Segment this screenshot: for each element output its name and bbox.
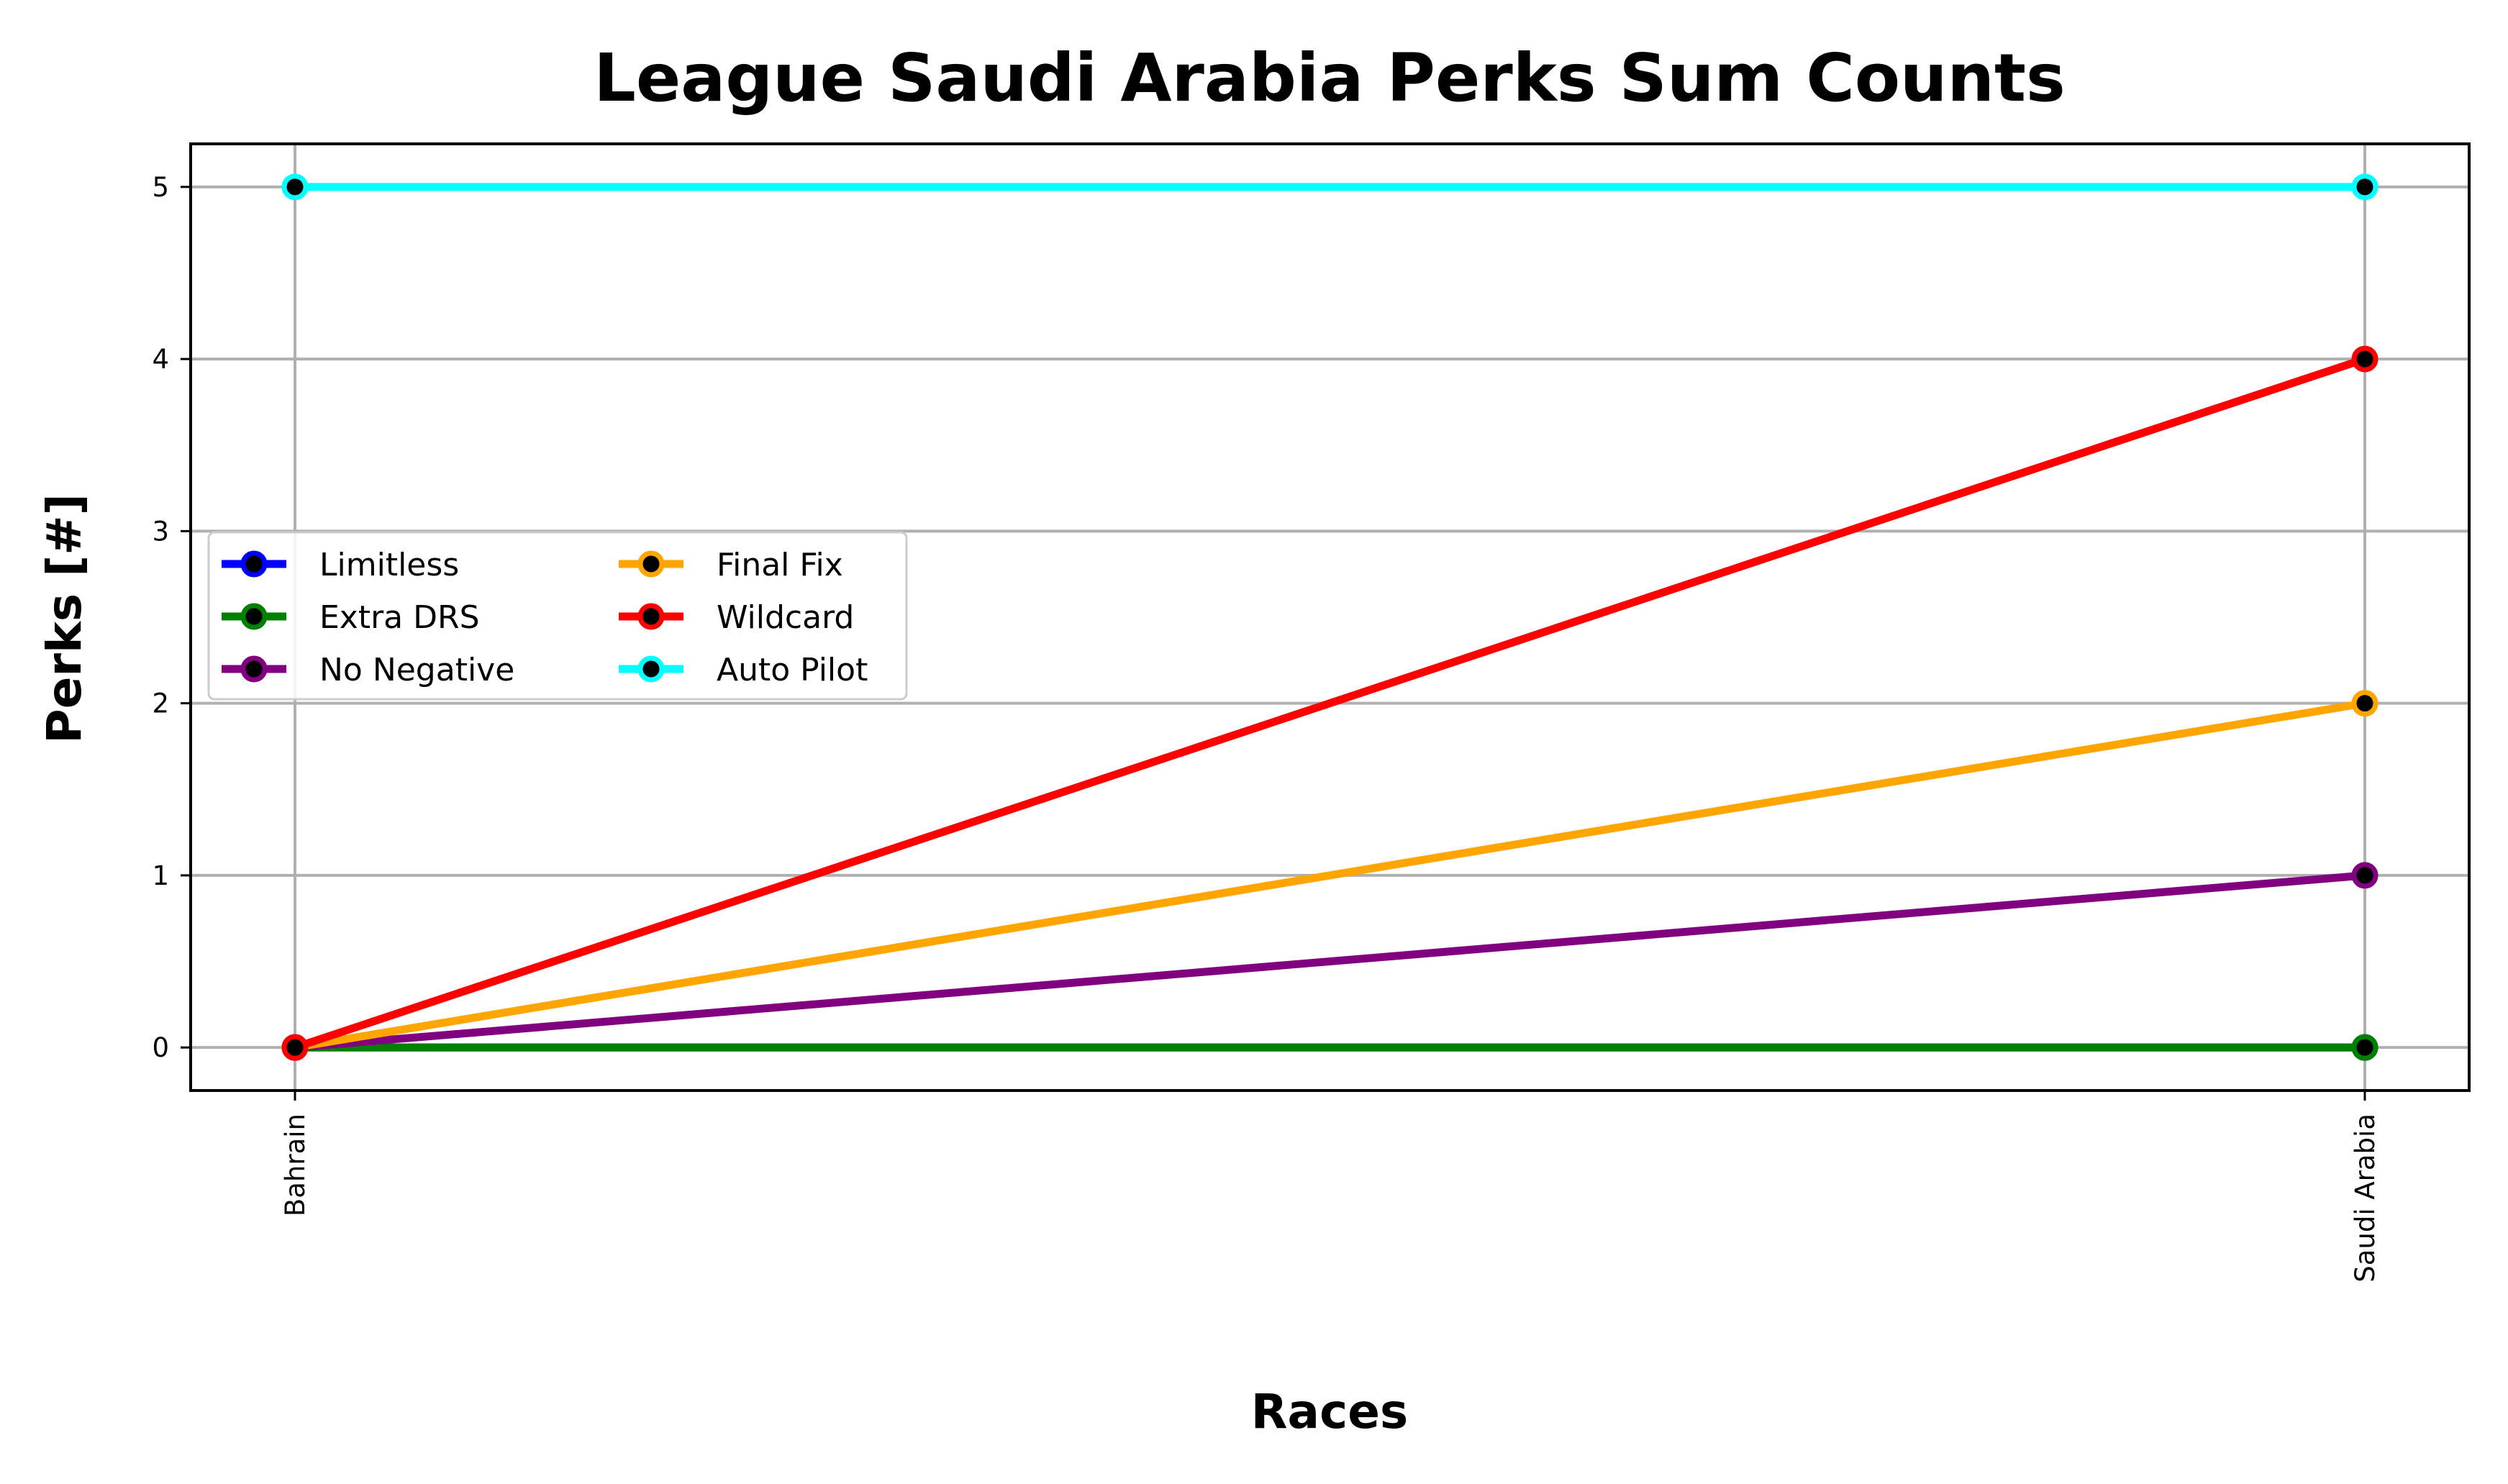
legend-label: Extra DRS xyxy=(319,599,480,636)
legend-item: Wildcard xyxy=(619,599,854,636)
legend-item: No Negative xyxy=(222,652,514,688)
data-point xyxy=(281,1034,309,1061)
data-point xyxy=(2351,345,2378,373)
data-point xyxy=(2351,173,2378,201)
legend-item: Final Fix xyxy=(619,547,843,583)
series-line xyxy=(294,699,2366,1052)
data-point xyxy=(2351,862,2378,889)
axes-frame xyxy=(189,142,2471,1092)
y-tick-label: 4 xyxy=(152,344,169,375)
legend-item: Extra DRS xyxy=(222,599,480,636)
y-tick-label: 0 xyxy=(152,1032,169,1063)
series-auto-pilot xyxy=(281,173,2378,201)
legend-item: Limitless xyxy=(222,547,459,583)
legend-label: Final Fix xyxy=(717,547,843,583)
x-tick-label: Bahrain xyxy=(280,1114,311,1216)
legend-label: No Negative xyxy=(319,652,514,688)
series-extra-drs xyxy=(281,1034,2378,1061)
legend-box xyxy=(207,531,908,701)
legend-label: Auto Pilot xyxy=(717,652,868,688)
plot-area: 0 1 2 3 4 5 Bahrain Saudi Arabia xyxy=(152,142,2471,1283)
series-no-negative xyxy=(281,862,2378,1061)
data-point xyxy=(2351,1034,2378,1061)
y-tick-label: 3 xyxy=(152,516,169,547)
legend-item: Auto Pilot xyxy=(619,652,868,688)
legend: Limitless Extra DRS No Negative Final Fix Wi… xyxy=(207,531,908,701)
legend-marker xyxy=(240,603,268,630)
x-axis-label: Races xyxy=(1251,1384,1409,1439)
x-tick-label: Saudi Arabia xyxy=(2350,1114,2381,1283)
series-line xyxy=(294,355,2366,1052)
legend-label: Wildcard xyxy=(717,599,854,636)
legend-marker xyxy=(240,655,268,683)
data-point xyxy=(2351,690,2378,717)
legend-marker xyxy=(637,603,665,630)
y-axis-label: Perks [#] xyxy=(37,493,92,743)
legend-label: Limitless xyxy=(319,547,459,583)
series-line xyxy=(294,871,2366,1052)
y-tick-label: 2 xyxy=(152,688,169,719)
y-tick-label: 1 xyxy=(152,860,169,891)
chart-title: League Saudi Arabia Perks Sum Counts xyxy=(594,40,2066,117)
legend-marker xyxy=(637,655,665,683)
legend-marker xyxy=(240,550,268,578)
series-wildcard xyxy=(281,345,2378,1061)
data-point xyxy=(281,173,309,201)
legend-marker xyxy=(637,550,665,578)
y-tick-label: 5 xyxy=(152,172,169,203)
